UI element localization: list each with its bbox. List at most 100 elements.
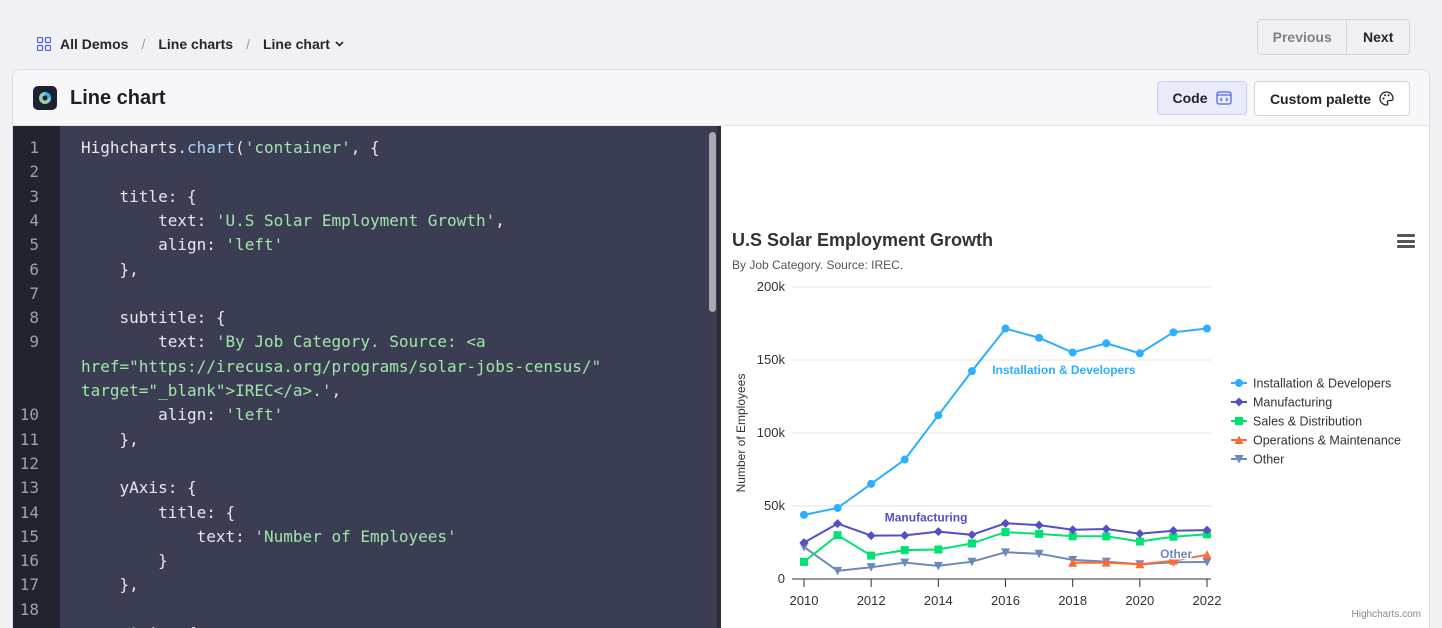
line-number: 17 <box>19 575 39 595</box>
legend-marker <box>1234 455 1244 464</box>
data-point <box>867 479 876 488</box>
code-line: Highcharts.chart('container', { <box>81 138 380 157</box>
data-point <box>934 411 943 420</box>
legend-marker <box>1234 435 1244 444</box>
data-point <box>1135 529 1145 539</box>
legend-item[interactable]: Manufacturing <box>1253 396 1332 410</box>
code-line: yAxis: { <box>81 478 197 498</box>
data-point <box>1202 550 1212 559</box>
breadcrumb-all-demos[interactable]: All Demos <box>60 36 129 52</box>
chevron-down-icon[interactable] <box>335 41 344 47</box>
editor-scrollbar[interactable] <box>709 132 716 312</box>
code-line: subtitle: { <box>81 308 226 328</box>
line-number: 12 <box>19 453 39 473</box>
legend-item[interactable]: Operations & Maintenance <box>1253 434 1401 448</box>
data-point <box>833 519 843 529</box>
data-point <box>967 367 976 376</box>
pager: Previous Next <box>1257 19 1410 55</box>
x-tick-label: 2014 <box>924 593 953 608</box>
data-point <box>1001 518 1010 528</box>
data-point <box>1202 525 1212 535</box>
data-point <box>900 455 909 464</box>
y-tick-label: 200k <box>757 279 786 294</box>
previous-button[interactable]: Previous <box>1258 20 1348 54</box>
data-point <box>833 531 842 540</box>
code-line: target="_blank">IREC</a>.', <box>81 381 342 400</box>
data-point <box>867 551 876 560</box>
chart-credits[interactable]: Highcharts.com <box>1351 609 1421 620</box>
y-tick-label: 100k <box>757 425 786 440</box>
line-number-gutter <box>13 126 60 628</box>
legend-item[interactable]: Installation & Developers <box>1253 377 1391 391</box>
legend-item[interactable]: Sales & Distribution <box>1253 415 1362 429</box>
data-point <box>1168 556 1178 565</box>
breadcrumb: All Demos / Line charts / Line chart <box>37 36 344 52</box>
data-point <box>1202 557 1212 567</box>
y-tick-label: 50k <box>764 498 785 513</box>
data-point <box>1001 324 1010 333</box>
line-number: 15 <box>19 526 39 546</box>
series-label: Installation & Developers <box>992 363 1136 377</box>
line-number: 7 <box>29 283 39 303</box>
chart-subtitle: By Job Category. Source: IREC. <box>732 258 904 272</box>
x-tick-label: 2010 <box>790 593 819 608</box>
code-line: text: 'U.S Solar Employment Growth', <box>81 210 505 230</box>
custom-palette-button[interactable]: Custom palette <box>1254 81 1410 116</box>
data-point <box>1101 558 1111 567</box>
data-point <box>866 563 876 572</box>
next-button[interactable]: Next <box>1363 29 1394 45</box>
custom-palette-label: Custom palette <box>1269 90 1372 107</box>
line-number: 11 <box>19 429 39 449</box>
data-point <box>799 538 809 548</box>
line-number: 6 <box>29 259 39 279</box>
highcharts-logo-icon <box>33 86 57 110</box>
y-tick-label: 150k <box>757 352 786 367</box>
series-label: Manufacturing <box>885 511 968 525</box>
data-point <box>1169 532 1178 541</box>
hamburger-menu-icon[interactable] <box>1397 234 1415 250</box>
breadcrumb-separator: / <box>246 36 250 52</box>
series-label: Other <box>1160 547 1192 561</box>
data-point <box>833 503 842 512</box>
breadcrumb-line-chart[interactable]: Line chart <box>262 36 330 52</box>
code-editor[interactable]: 1 Highcharts.chart('container', {2 3 title… <box>13 126 721 628</box>
data-point <box>933 527 943 537</box>
code-button[interactable]: Code <box>1157 81 1247 115</box>
code-line: xAxis: { <box>81 624 197 628</box>
data-point <box>866 531 876 541</box>
data-point <box>1169 328 1178 337</box>
code-line: }, <box>81 575 139 595</box>
line-number: 1 <box>29 138 39 157</box>
data-point <box>1135 537 1144 546</box>
data-point <box>967 557 977 567</box>
code-line: }, <box>81 259 139 279</box>
series-line <box>803 327 1208 516</box>
data-point <box>1068 525 1078 535</box>
code-line: text: 'Number of Employees' <box>81 526 457 546</box>
chart-preview: U.S Solar Employment Growth By Job Categ… <box>721 126 1429 628</box>
line-number: 5 <box>29 235 39 255</box>
data-point <box>833 566 843 576</box>
data-point <box>800 557 808 566</box>
data-point <box>1168 526 1178 536</box>
data-point <box>1102 339 1111 348</box>
x-tick-label: 2016 <box>991 593 1020 608</box>
y-tick-label: 0 <box>778 571 785 586</box>
data-point <box>1034 520 1044 530</box>
legend-marker <box>1234 397 1244 407</box>
pane-divider[interactable] <box>717 126 721 628</box>
demo-card: Line chart Code Custom palette 1 Highchar… <box>12 69 1430 628</box>
data-point <box>967 539 976 548</box>
palette-icon <box>1379 91 1394 106</box>
code-button-label: Code <box>1172 90 1208 106</box>
breadcrumb-line-charts[interactable]: Line charts <box>158 36 234 52</box>
data-point <box>934 545 943 554</box>
legend-item[interactable]: Other <box>1253 453 1284 467</box>
code-line: text: 'By Job Category. Source: <a <box>81 332 486 352</box>
x-tick-label: 2018 <box>1058 593 1087 608</box>
code-line: }, <box>81 429 139 449</box>
data-point <box>1135 349 1144 358</box>
line-number: 8 <box>29 308 39 328</box>
data-point <box>1034 549 1044 559</box>
data-point <box>900 530 910 540</box>
